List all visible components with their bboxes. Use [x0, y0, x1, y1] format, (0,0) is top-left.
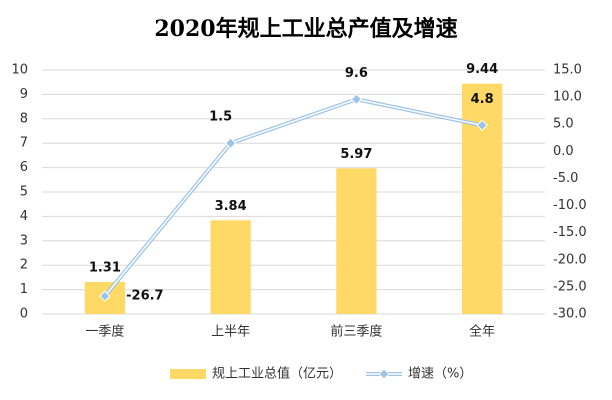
y-tick-label: 6: [20, 160, 28, 175]
legend-swatch: [170, 369, 206, 379]
y2-tick-label: -5.0: [553, 171, 578, 186]
x-tick-label: 前三季度: [330, 324, 382, 340]
line-outer: [103, 97, 483, 298]
y-tick-label: 10: [11, 63, 28, 78]
bar: [210, 220, 251, 314]
data-label: 5.97: [340, 147, 372, 162]
y2-tick-label: -30.0: [553, 307, 587, 322]
x-tick-label: 全年: [469, 324, 495, 340]
data-label: 3.84: [215, 199, 247, 214]
y-tick-label: 8: [20, 111, 28, 126]
y-tick-label: 1: [20, 282, 28, 297]
data-label: 1.31: [89, 261, 121, 276]
x-tick-label: 一季度: [85, 324, 124, 340]
y2-tick-label: -25.0: [553, 279, 587, 294]
data-label: 1.5: [209, 110, 232, 125]
legend-label: 规上工业总值（亿元）: [212, 366, 342, 382]
y-tick-label: 3: [20, 233, 28, 248]
y-tick-label: 4: [20, 209, 28, 224]
x-tick-label: 上半年: [211, 325, 250, 340]
y-tick-label: 5: [20, 185, 28, 200]
bar: [462, 83, 503, 314]
y2-tick-label: -15.0: [553, 225, 587, 240]
data-label: 4.8: [471, 92, 494, 107]
y-tick-label: 2: [20, 258, 28, 273]
data-label: -26.7: [126, 289, 163, 304]
data-label: 9.6: [345, 66, 368, 81]
line: [104, 98, 483, 297]
y2-tick-label: -10.0: [553, 198, 587, 213]
bar: [336, 168, 377, 314]
legend-label: 增速（%）: [408, 367, 472, 382]
y2-tick-label: 10.0: [553, 90, 582, 105]
y2-tick-label: 0.0: [553, 144, 574, 159]
y2-tick-label: 15.0: [553, 63, 582, 78]
line-marker: [224, 137, 237, 149]
line-marker: [350, 93, 363, 105]
line-marker: [476, 119, 488, 132]
y-tick-label: 9: [20, 87, 28, 102]
y2-tick-label: 5.0: [553, 117, 574, 132]
line-marker: [99, 290, 111, 302]
chart-title: 2020年规上工业总产值及增速: [154, 16, 457, 42]
y-tick-label: 7: [20, 136, 28, 151]
y-tick-label: 0: [20, 307, 28, 322]
data-label: 9.44: [466, 62, 498, 77]
legend-marker: [378, 368, 390, 380]
y2-tick-label: -20.0: [553, 252, 587, 267]
